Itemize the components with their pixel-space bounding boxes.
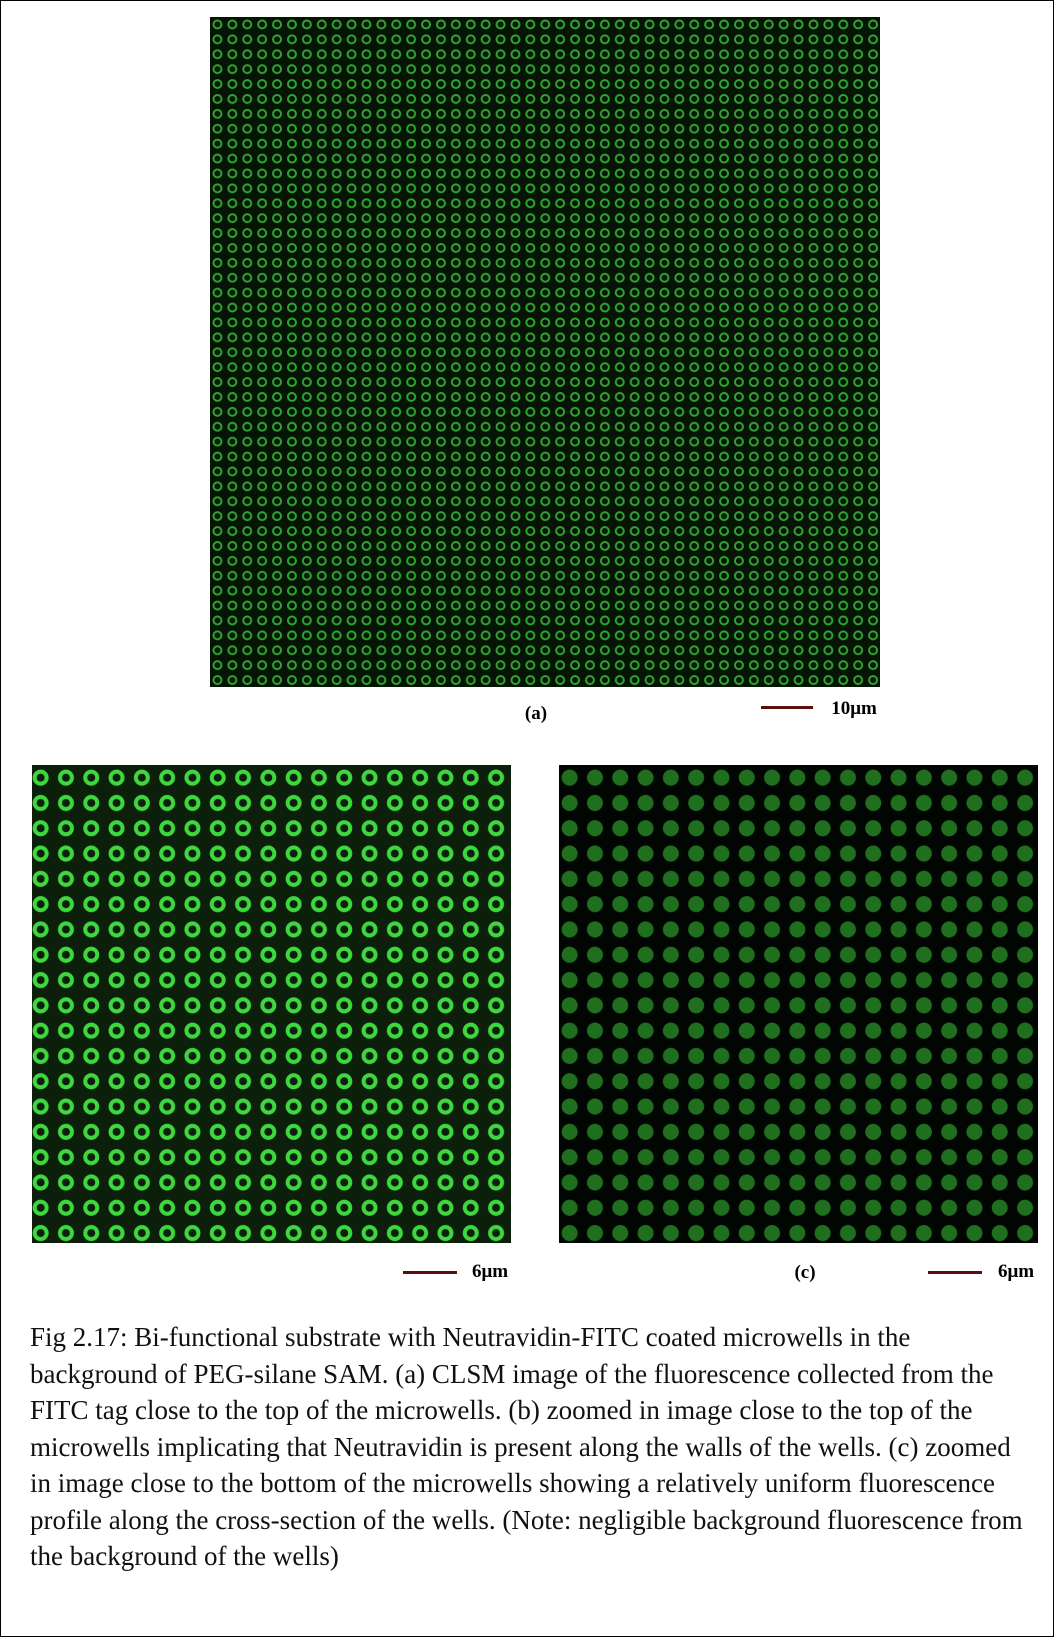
panel-label: (a) bbox=[525, 703, 547, 725]
panel-label: (c) bbox=[794, 1262, 815, 1284]
scale-bar-label: 6μm bbox=[998, 1261, 1034, 1283]
panel-a-image bbox=[210, 17, 880, 687]
scale-bar-label: 6μm bbox=[472, 1261, 508, 1283]
scale-bar bbox=[761, 706, 813, 709]
figure-page: (a) 10μm 6μm (c) 6μm Fig 2.17: Bi-functi… bbox=[0, 0, 1054, 1637]
figure-caption: Fig 2.17: Bi-functional substrate with N… bbox=[30, 1319, 1030, 1575]
scale-bar bbox=[403, 1271, 457, 1274]
scale-bar-label: 10μm bbox=[831, 698, 877, 720]
scale-bar bbox=[928, 1271, 982, 1274]
panel-c-image bbox=[559, 765, 1038, 1243]
panel-b-image bbox=[32, 765, 511, 1243]
